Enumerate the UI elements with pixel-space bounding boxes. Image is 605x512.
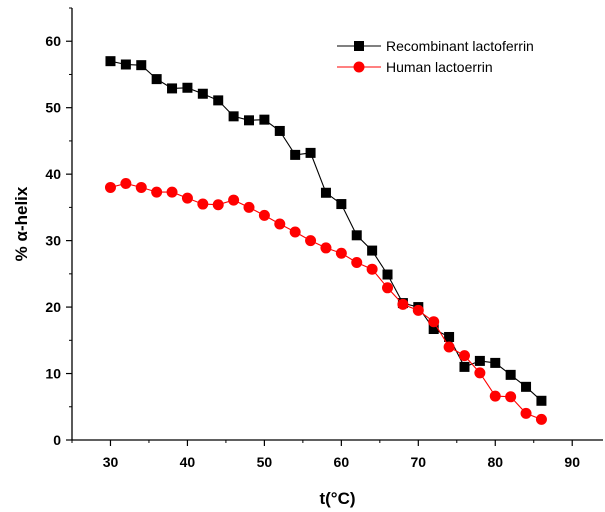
- data-point: [351, 257, 363, 269]
- data-point: [167, 83, 178, 94]
- data-point: [258, 209, 270, 221]
- series-2: [104, 177, 547, 425]
- legend-marker: [354, 41, 364, 51]
- legend-label: Human lactoerrin: [386, 59, 493, 75]
- data-point: [274, 125, 285, 136]
- data-point: [105, 56, 116, 67]
- data-point: [382, 269, 393, 280]
- data-point: [305, 147, 316, 158]
- data-point: [228, 194, 240, 206]
- x-tick-label: 70: [411, 454, 427, 470]
- y-tick-label: 30: [45, 233, 61, 249]
- data-point: [197, 88, 208, 99]
- data-point: [244, 115, 254, 126]
- y-tick-label: 10: [45, 366, 61, 382]
- data-point: [474, 355, 485, 366]
- series-1: [105, 56, 547, 406]
- data-point: [290, 149, 301, 160]
- series-line: [110, 182, 542, 420]
- x-axis-title: t(°C): [319, 489, 355, 508]
- data-point: [489, 390, 501, 402]
- data-point: [320, 187, 331, 198]
- data-point: [521, 381, 532, 392]
- data-point: [120, 59, 131, 70]
- data-point: [428, 324, 439, 335]
- x-tick-label: 60: [334, 454, 350, 470]
- data-point: [289, 226, 301, 238]
- data-point: [459, 361, 470, 372]
- data-point: [274, 218, 286, 230]
- data-point: [412, 304, 424, 316]
- data-point: [320, 242, 332, 254]
- data-point: [520, 407, 532, 419]
- y-tick-label: 40: [45, 166, 61, 182]
- data-point: [443, 341, 455, 353]
- data-point: [382, 282, 394, 294]
- data-point: [536, 395, 547, 406]
- x-tick-label: 90: [564, 454, 580, 470]
- data-point: [228, 111, 239, 122]
- data-point: [243, 201, 255, 213]
- data-point: [444, 331, 455, 342]
- series-line: [110, 60, 542, 402]
- data-point: [335, 247, 347, 259]
- data-point: [367, 245, 378, 256]
- y-tick-label: 50: [45, 100, 61, 116]
- y-tick-label: 20: [45, 299, 61, 315]
- chart-legend: Recombinant lactoferrin Human lactoerrin: [337, 38, 534, 75]
- data-point: [366, 263, 378, 275]
- legend-marker: [353, 61, 365, 73]
- data-point: [336, 199, 347, 210]
- x-tick-label: 80: [487, 454, 503, 470]
- data-point: [213, 95, 224, 106]
- data-point: [428, 316, 440, 328]
- data-point: [212, 199, 224, 211]
- data-point: [505, 369, 516, 380]
- x-tick-label: 40: [180, 454, 196, 470]
- data-point: [351, 230, 362, 241]
- y-tick-label: 0: [53, 432, 61, 448]
- data-point: [104, 181, 116, 193]
- x-tick-label: 30: [103, 454, 119, 470]
- chart-axes: 30 40 50 60 70 80 90 0 10 20 30 40 50 60: [45, 7, 603, 470]
- data-point: [120, 177, 132, 189]
- data-point: [458, 350, 470, 362]
- data-point: [397, 298, 409, 310]
- data-point: [135, 181, 147, 193]
- data-point: [259, 114, 270, 125]
- legend-label: Recombinant lactoferrin: [386, 38, 534, 54]
- data-point: [535, 413, 547, 425]
- x-tick-label: 50: [257, 454, 273, 470]
- data-point: [474, 367, 486, 379]
- data-point: [151, 74, 162, 85]
- data-point: [181, 192, 193, 204]
- y-axis-title: % α-helix: [12, 186, 31, 261]
- data-point: [136, 60, 147, 71]
- data-point: [305, 235, 317, 247]
- data-point: [182, 82, 193, 93]
- data-point: [490, 357, 501, 368]
- data-point: [505, 391, 517, 403]
- chart-series: [104, 56, 547, 425]
- data-point: [166, 186, 178, 198]
- y-tick-label: 60: [45, 33, 61, 49]
- data-point: [151, 186, 163, 198]
- data-point: [197, 198, 209, 210]
